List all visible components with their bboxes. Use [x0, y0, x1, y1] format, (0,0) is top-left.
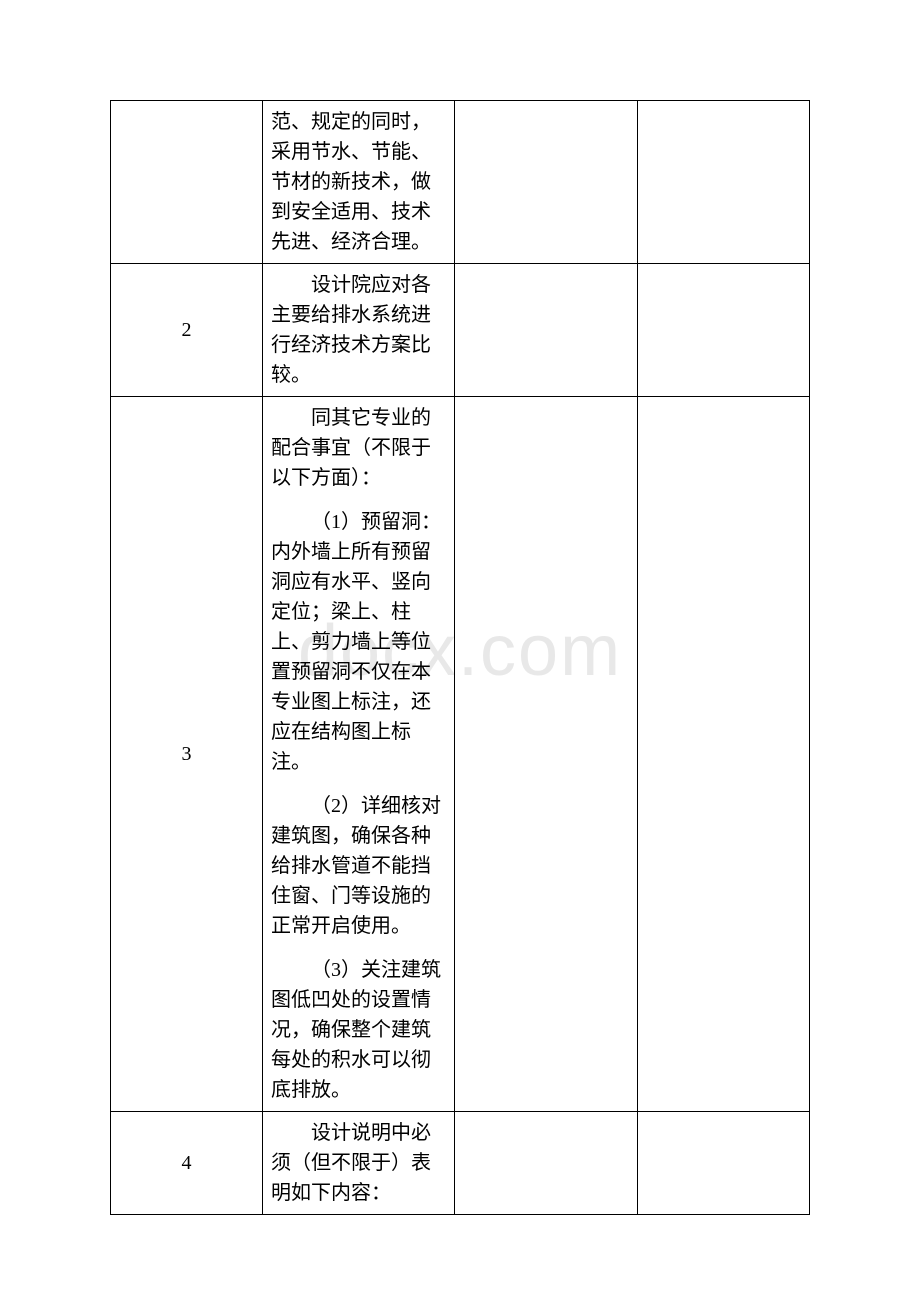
content-paragraph: 范、规定的同时，采用节水、节能、节材的新技术，做到安全适用、技术先进、经济合理。: [271, 107, 446, 257]
row-number-cell: [111, 101, 263, 264]
row-number-cell: 3: [111, 397, 263, 1112]
row-col3-cell: [455, 1112, 637, 1215]
row-col4-cell: [637, 101, 809, 264]
table-row: 3 同其它专业的配合事宜（不限于以下方面）： （1）预留洞：内外墙上所有预留洞应…: [111, 397, 810, 1112]
row-content-cell: 设计院应对各主要给排水系统进行经济技术方案比较。: [262, 264, 454, 397]
table-row: 4 设计说明中必须（但不限于）表明如下内容：: [111, 1112, 810, 1215]
content-paragraph: 设计院应对各主要给排水系统进行经济技术方案比较。: [271, 270, 446, 390]
row-col3-cell: [455, 397, 637, 1112]
content-paragraph: 同其它专业的配合事宜（不限于以下方面）：: [271, 403, 446, 493]
document-table: 范、规定的同时，采用节水、节能、节材的新技术，做到安全适用、技术先进、经济合理。…: [110, 100, 810, 1215]
row-number-cell: 2: [111, 264, 263, 397]
row-col4-cell: [637, 1112, 809, 1215]
row-number-cell: 4: [111, 1112, 263, 1215]
table-row: 范、规定的同时，采用节水、节能、节材的新技术，做到安全适用、技术先进、经济合理。: [111, 101, 810, 264]
row-col4-cell: [637, 264, 809, 397]
row-col4-cell: [637, 397, 809, 1112]
content-paragraph: （3）关注建筑图低凹处的设置情况，确保整个建筑每处的积水可以彻底排放。: [271, 955, 446, 1105]
row-content-cell: 设计说明中必须（但不限于）表明如下内容：: [262, 1112, 454, 1215]
row-col3-cell: [455, 101, 637, 264]
row-col3-cell: [455, 264, 637, 397]
content-paragraph: （1）预留洞：内外墙上所有预留洞应有水平、竖向定位；梁上、柱上、剪力墙上等位置预…: [271, 507, 446, 777]
table-row: 2 设计院应对各主要给排水系统进行经济技术方案比较。: [111, 264, 810, 397]
content-paragraph: 设计说明中必须（但不限于）表明如下内容：: [271, 1118, 446, 1208]
row-content-cell: 同其它专业的配合事宜（不限于以下方面）： （1）预留洞：内外墙上所有预留洞应有水…: [262, 397, 454, 1112]
row-content-cell: 范、规定的同时，采用节水、节能、节材的新技术，做到安全适用、技术先进、经济合理。: [262, 101, 454, 264]
content-paragraph: （2）详细核对建筑图，确保各种给排水管道不能挡住窗、门等设施的正常开启使用。: [271, 791, 446, 941]
